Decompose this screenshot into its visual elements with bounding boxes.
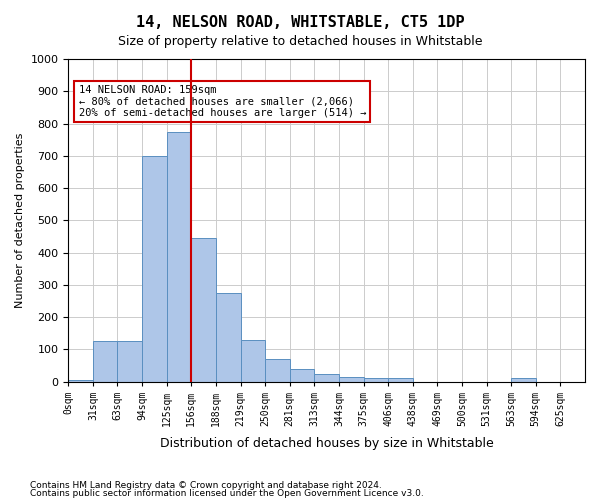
Text: Size of property relative to detached houses in Whitstable: Size of property relative to detached ho…	[118, 35, 482, 48]
Bar	[167, 132, 191, 382]
Bar	[191, 238, 216, 382]
Text: Contains HM Land Registry data © Crown copyright and database right 2024.: Contains HM Land Registry data © Crown c…	[30, 481, 382, 490]
Text: 14 NELSON ROAD: 159sqm
← 80% of detached houses are smaller (2,066)
20% of semi-: 14 NELSON ROAD: 159sqm ← 80% of detached…	[79, 85, 366, 118]
Text: 14, NELSON ROAD, WHITSTABLE, CT5 1DP: 14, NELSON ROAD, WHITSTABLE, CT5 1DP	[136, 15, 464, 30]
Text: Contains public sector information licensed under the Open Government Licence v3: Contains public sector information licen…	[30, 488, 424, 498]
Bar	[290, 368, 314, 382]
Bar	[118, 342, 142, 382]
Bar	[339, 377, 364, 382]
Bar	[241, 340, 265, 382]
Bar	[142, 156, 167, 382]
Bar	[216, 293, 241, 382]
Bar	[93, 342, 118, 382]
X-axis label: Distribution of detached houses by size in Whitstable: Distribution of detached houses by size …	[160, 437, 494, 450]
Bar	[388, 378, 413, 382]
Bar	[265, 359, 290, 382]
Bar	[314, 374, 339, 382]
Bar	[68, 380, 93, 382]
Y-axis label: Number of detached properties: Number of detached properties	[15, 132, 25, 308]
Bar	[511, 378, 536, 382]
Bar	[364, 378, 388, 382]
